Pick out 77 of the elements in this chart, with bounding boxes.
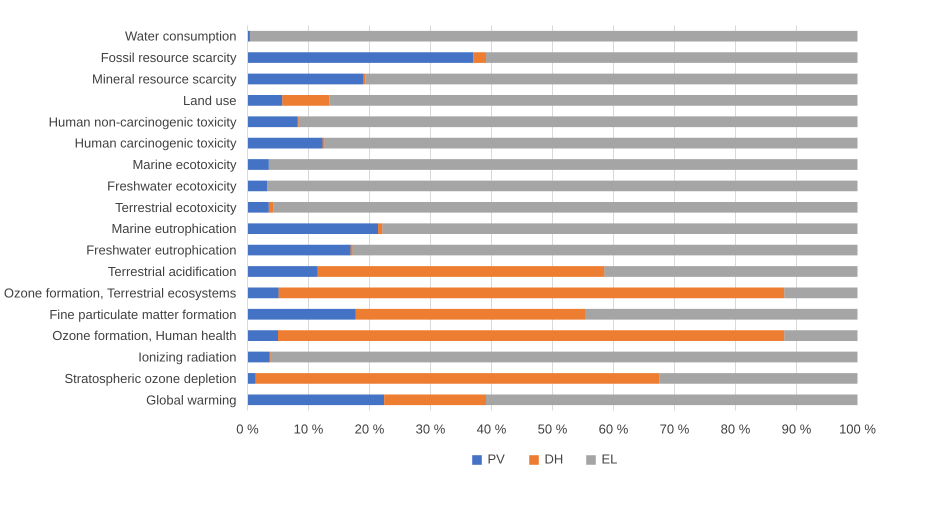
- y-tick-label: Human non-carcinogenic toxicity: [48, 114, 237, 130]
- y-tick-label: Terrestrial acidification: [108, 264, 237, 279]
- y-tick-label: Freshwater eutrophication: [86, 242, 237, 258]
- bar: [248, 180, 268, 192]
- bar: [248, 138, 323, 148]
- bar: [248, 288, 279, 298]
- legend-label: EL: [602, 452, 618, 466]
- bar: [248, 266, 318, 277]
- bar: [248, 394, 384, 406]
- bar: [378, 223, 382, 234]
- y-tick-label: Marine eutrophication: [111, 221, 237, 236]
- bar: [659, 373, 858, 384]
- bar: [585, 308, 858, 320]
- bar: [267, 180, 858, 192]
- x-tick-label: 80 %: [720, 422, 751, 436]
- bar: [329, 95, 858, 106]
- y-tick-label: Land use: [183, 92, 237, 108]
- bar: [298, 116, 858, 128]
- bar: [248, 308, 356, 320]
- y-tick-label: Global warming: [146, 392, 237, 408]
- bar: [382, 223, 858, 234]
- x-tick-label: 70 %: [660, 422, 690, 436]
- bar: [365, 74, 858, 84]
- legend-label: PV: [488, 452, 506, 466]
- bar: [282, 95, 330, 106]
- y-tick-label: Freshwater ecotoxicity: [107, 178, 237, 194]
- bar: [248, 52, 474, 63]
- x-tick-label: 50 %: [538, 422, 568, 436]
- bar: [268, 202, 274, 213]
- x-tick-label: 40 %: [476, 422, 507, 436]
- bar: [268, 159, 858, 170]
- x-tick-label: 90 %: [782, 422, 812, 436]
- bar: [248, 95, 282, 106]
- x-tick-label: 20 %: [354, 422, 385, 436]
- bar: [248, 159, 269, 170]
- bar: [248, 373, 256, 384]
- bar: [278, 288, 784, 298]
- bar: [324, 138, 858, 148]
- x-tick-label: 60 %: [598, 422, 629, 436]
- y-tick-label: Ozone formation, Terrestrial ecosystems: [4, 285, 237, 300]
- bar: [318, 266, 604, 277]
- y-tick-label: Water consumption: [124, 28, 237, 44]
- bar: [255, 373, 660, 384]
- x-tick-label: 0 %: [236, 422, 260, 436]
- bar: [248, 330, 278, 341]
- bar: [250, 30, 858, 42]
- bar: [604, 266, 858, 277]
- y-tick-label: Stratospheric ozone depletion: [64, 370, 237, 386]
- bar: [486, 394, 858, 406]
- bar: [278, 330, 784, 341]
- bar: [248, 116, 298, 128]
- y-tick-label: Mineral resource scarcity: [92, 71, 237, 86]
- y-tick-label: Human carcinogenic toxicity: [74, 136, 237, 151]
- bar: [273, 202, 858, 213]
- bar: [352, 244, 858, 256]
- bar: [486, 52, 858, 63]
- bar: [473, 52, 486, 63]
- bar: [384, 394, 486, 406]
- y-tick-label: Fine particulate matter formation: [49, 306, 237, 322]
- bar: [248, 74, 364, 84]
- bar: [784, 330, 858, 341]
- y-tick-label: Fossil resource scarcity: [100, 50, 237, 66]
- bar: [248, 202, 269, 213]
- x-tick-label: 100 %: [839, 422, 876, 436]
- bar: [248, 244, 351, 256]
- legend-label: DH: [544, 452, 564, 466]
- bar: [355, 308, 586, 320]
- bar: [270, 352, 858, 362]
- x-tick-label: 10 %: [294, 422, 324, 436]
- bar: [248, 223, 378, 234]
- y-tick-label: Terrestrial ecotoxicity: [115, 200, 237, 215]
- x-tick-label: 30 %: [416, 422, 446, 436]
- bar: [248, 352, 270, 362]
- bar: [784, 288, 858, 298]
- y-tick-label: Marine ecotoxicity: [132, 157, 237, 172]
- y-tick-label: Ionizing radiation: [138, 350, 237, 365]
- y-tick-label: Ozone formation, Human health: [52, 328, 237, 344]
